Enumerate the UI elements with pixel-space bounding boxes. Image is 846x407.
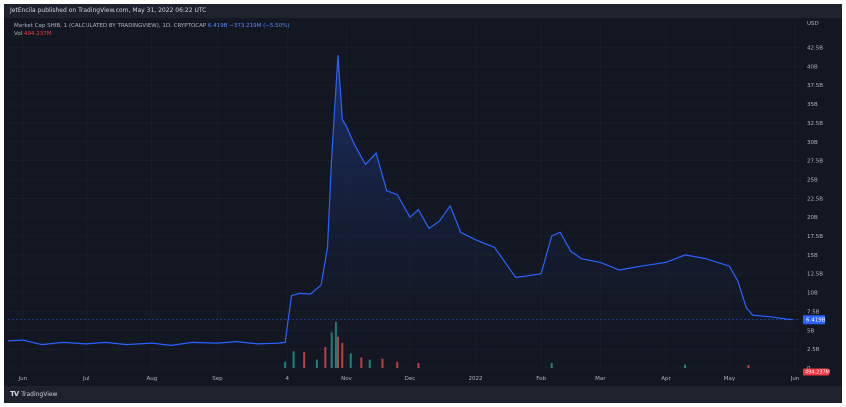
y-tick-label: 40B — [807, 64, 818, 70]
x-tick-label: 2022 — [469, 376, 483, 382]
tv-logo-icon: TV — [10, 390, 19, 398]
market-cap-line — [7, 55, 793, 347]
y-tick-label: 12.5B — [807, 272, 823, 278]
x-tick-label: Mar — [595, 376, 606, 382]
y-tick-label: 7.5B — [807, 309, 820, 315]
time-axis[interactable]: Jun Jul Aug Sep 4 Nov Dec 2022 Feb Mar Apr May Jun — [18, 376, 800, 382]
price-axis[interactable]: USD 42.5B 40B 37.5B 35B 32.5B 30B 27.5B 25B 22.5B… — [807, 21, 823, 372]
y-tick-label: 22.5B — [807, 196, 823, 202]
y-tick-label: 5B — [807, 328, 814, 334]
y-tick-label: 30B — [807, 140, 818, 146]
x-tick-label: May — [724, 376, 736, 382]
y-tick-label: 42.5B — [807, 46, 823, 52]
last-price-tag-text: 6.419B — [806, 318, 826, 324]
axis-currency-label: USD — [807, 21, 819, 27]
x-tick-label: Jun — [18, 376, 28, 382]
legend-volume-value: 494.237M — [23, 31, 52, 37]
y-tick-label: 15B — [807, 253, 818, 259]
legend-title[interactable]: Market Cap SHIB, 1 (CALCULATED BY TRADIN… — [14, 23, 207, 29]
x-tick-label: 4 — [286, 376, 290, 382]
x-tick-label: Jun — [790, 376, 800, 382]
brand-name: TradingView — [21, 391, 58, 398]
volume-tag-text: 494.237M — [805, 370, 830, 376]
publish-info: JetEncila published on TradingView.com, … — [4, 4, 842, 18]
x-tick-label: Apr — [661, 376, 671, 382]
last-price-tag — [803, 315, 825, 325]
x-tick-label: Jul — [82, 376, 90, 382]
y-tick-label: 25B — [807, 177, 818, 183]
footer-bar — [4, 386, 842, 403]
legend-change: −373.219M (−5.50%) — [229, 23, 290, 29]
y-tick-label: 32.5B — [807, 121, 823, 127]
y-tick-label: 35B — [807, 102, 818, 108]
y-tick-label: 37.5B — [807, 83, 823, 89]
y-tick-label: 10B — [807, 291, 818, 297]
x-tick-label: Aug — [146, 376, 157, 382]
x-tick-label: Sep — [212, 376, 223, 382]
legend-row-volume: Vol 494.237M — [14, 30, 289, 38]
volume-tag — [803, 368, 829, 376]
tradingview-logo[interactable]: TV TradingView — [10, 390, 57, 398]
market-cap-area — [8, 55, 793, 368]
x-tick-label: Dec — [405, 376, 416, 382]
x-tick-label: Nov — [341, 376, 352, 382]
y-tick-label: 27.5B — [807, 159, 823, 165]
legend-volume-label[interactable]: Vol — [14, 31, 23, 37]
x-tick-label: Feb — [536, 376, 546, 382]
price-tags: 6.419B 494.237M — [8, 315, 830, 376]
y-tick-label: 17.5B — [807, 234, 823, 240]
y-tick-label: 2.5B — [807, 347, 820, 353]
y-tick-label: 20B — [807, 215, 818, 221]
